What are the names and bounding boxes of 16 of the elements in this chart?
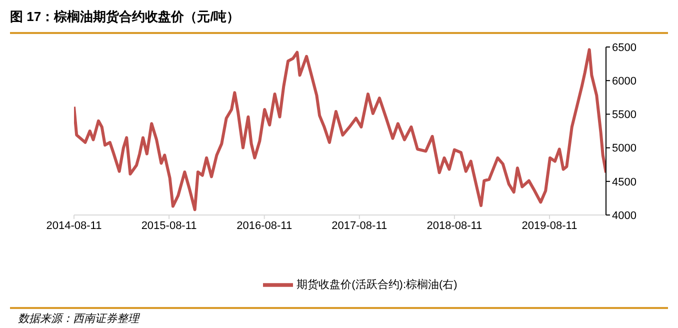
y-tick-label: 4500 xyxy=(612,176,636,188)
x-tick-label: 2018-08-11 xyxy=(426,220,482,232)
y-tick-label: 4000 xyxy=(612,210,636,222)
x-tick-label: 2016-08-11 xyxy=(236,220,292,232)
x-tick-label: 2017-08-11 xyxy=(332,220,388,232)
y-tick-label: 5000 xyxy=(612,142,636,155)
legend-label: 期货收盘价(活跃合约):棕榈油(右) xyxy=(296,278,458,291)
x-tick-label: 2019-08-11 xyxy=(522,220,578,232)
line-series xyxy=(74,48,606,212)
y-tick-label: 6500 xyxy=(612,42,636,54)
chart-title: 图 17：棕榈油期货合约收盘价（元/吨） xyxy=(10,8,240,26)
x-tick-label: 2014-08-11 xyxy=(46,220,102,232)
x-tick-label: 2015-08-11 xyxy=(141,220,197,232)
y-tick-label: 5500 xyxy=(612,109,636,122)
source-note: 数据来源：西南证券整理 xyxy=(18,312,139,326)
y-tick-label: 6000 xyxy=(612,76,636,88)
